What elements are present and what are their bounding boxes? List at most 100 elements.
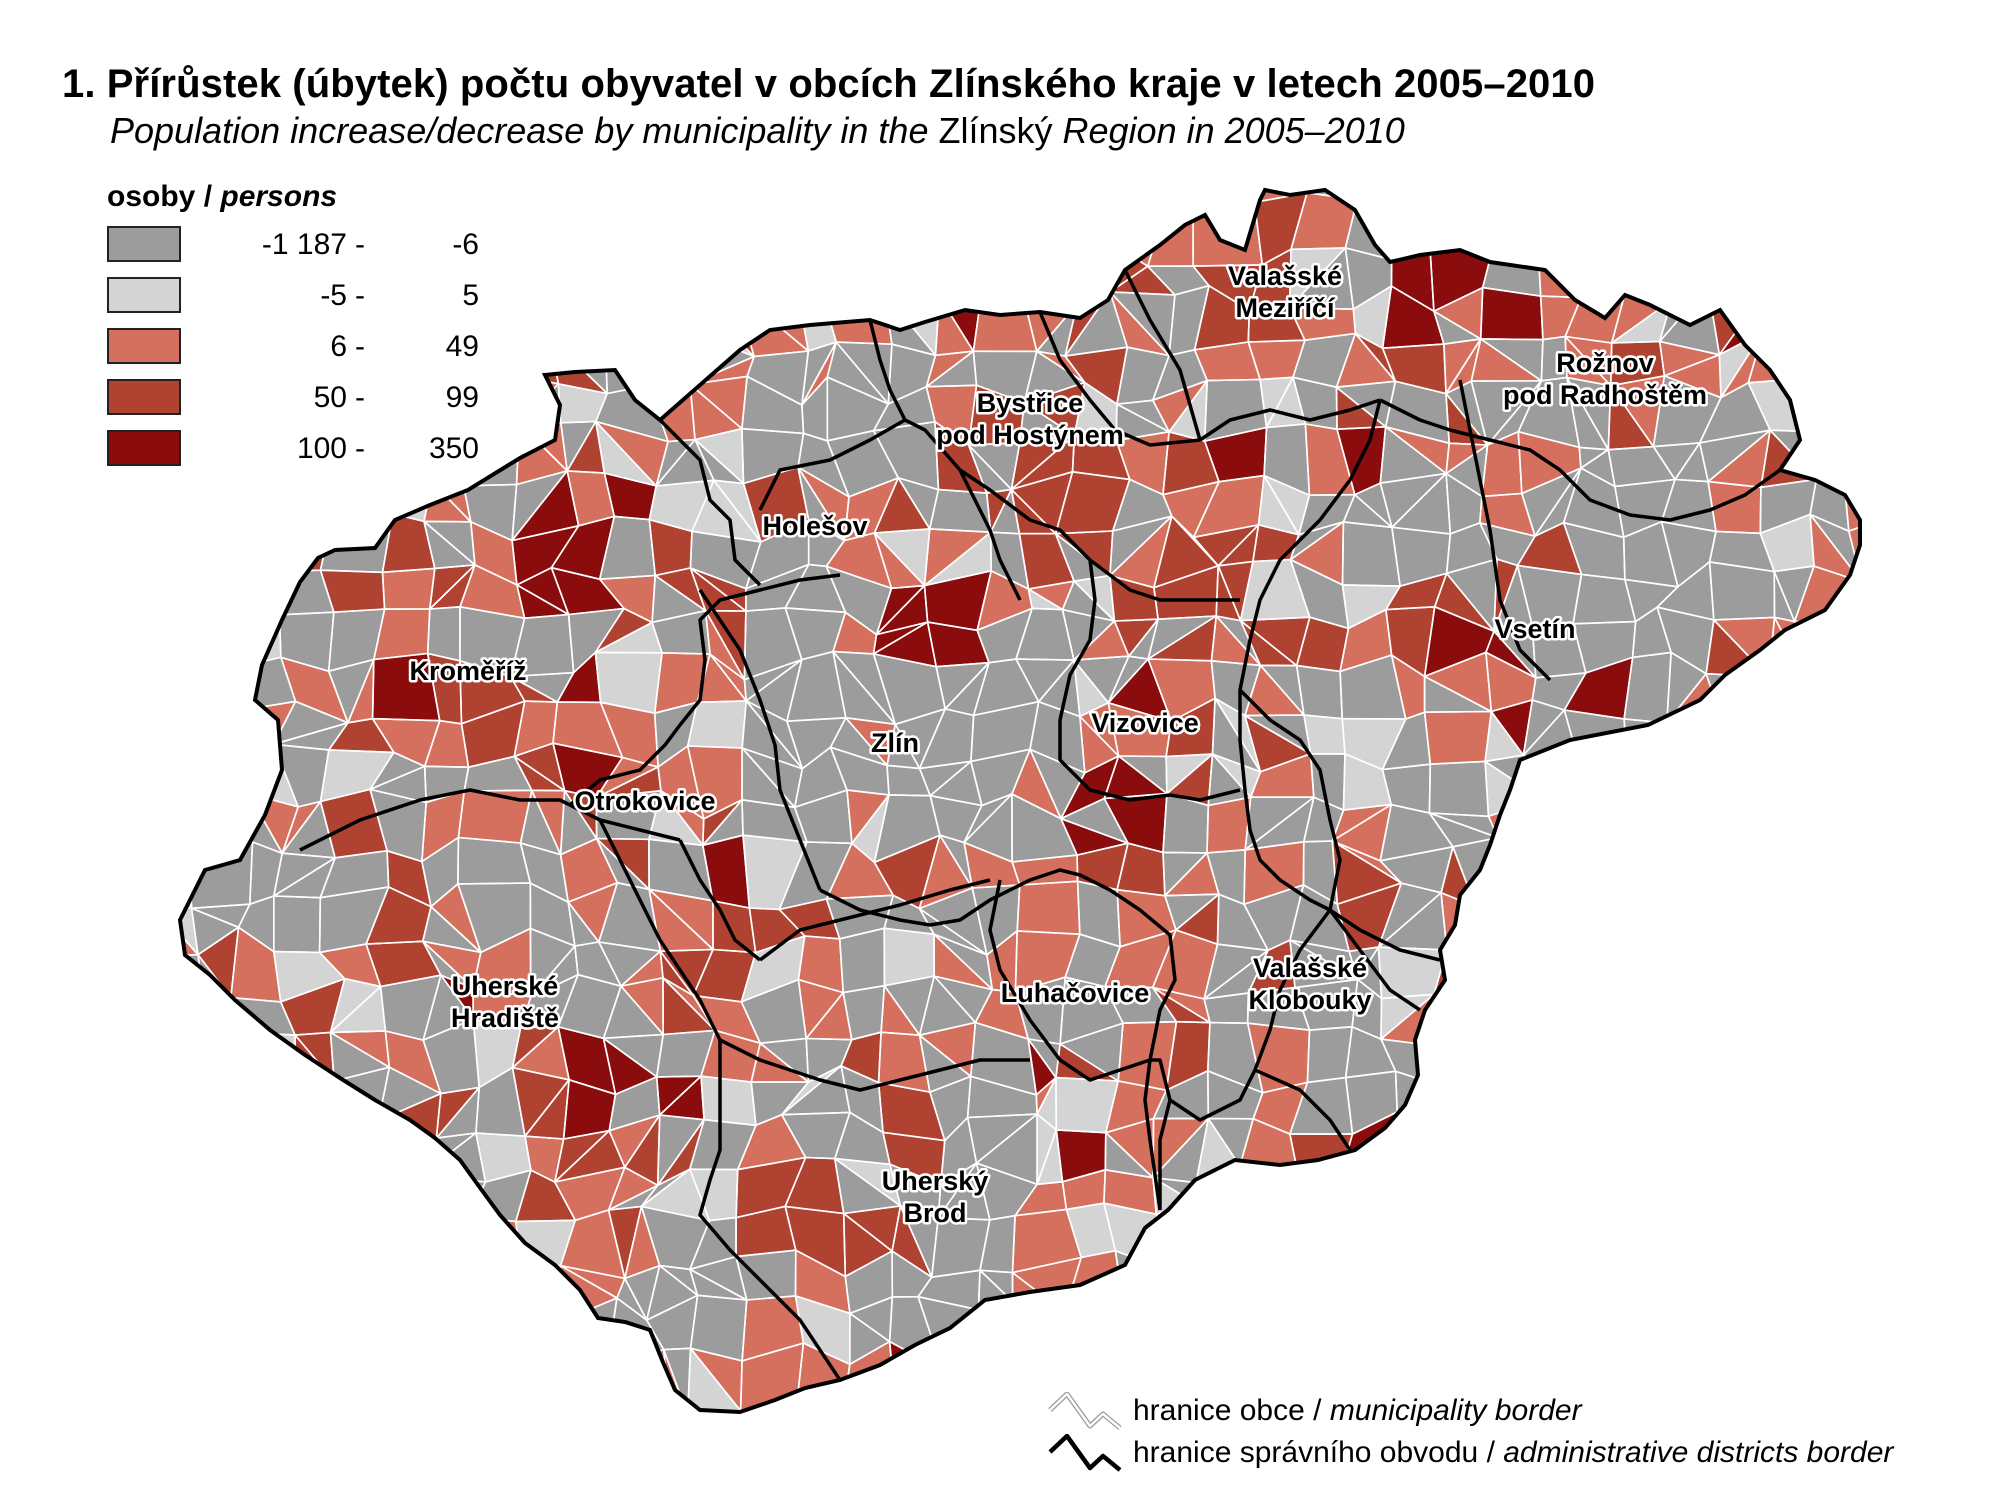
municipality-cell [466,257,516,311]
municipality-cell [597,198,666,252]
municipality-border [1795,699,1860,746]
municipality-border [609,1433,649,1481]
district-border-label: hranice správního obvodu / administrativ… [1133,1436,1894,1469]
municipality-cell [1573,574,1636,624]
municipality-border [1241,1252,1294,1317]
municipality-border [1890,252,1941,308]
municipality-cell [1212,754,1261,798]
municipality-border [1529,976,1570,1023]
municipality-cell [1945,622,2004,679]
municipality-cell [320,850,389,898]
municipality-border [1791,294,1860,358]
municipality-cell [199,484,253,542]
municipality-border [190,540,257,580]
municipality-cell [873,421,939,490]
municipality-cell [689,1119,756,1170]
municipality-cell [1654,1039,1726,1073]
municipality-cell [605,336,660,394]
municipality-cell [1077,1480,1118,1488]
municipality-border [281,1403,346,1412]
municipality-border [1570,196,1626,248]
municipality-cell [745,564,809,612]
municipality-cell [779,899,840,939]
municipality-cell [781,1112,850,1159]
municipality-cell [798,467,849,541]
municipality-cell [335,1260,387,1323]
municipality-border [510,190,575,205]
municipality-border [347,1341,396,1403]
municipality-border [180,1125,195,1178]
municipality-border [1470,190,1532,214]
municipality-cell [1357,947,1382,999]
municipality-cell [372,718,440,767]
municipality-cell [188,1126,257,1175]
municipality-cell [652,575,706,623]
municipality-cell [1079,716,1119,773]
municipality-cell [1429,244,1493,312]
municipality-cell [1711,1302,1765,1349]
municipality-cell [929,1363,981,1405]
municipality-cell [503,1312,560,1346]
municipality-border [1584,1132,1628,1185]
municipality-border [465,256,517,312]
municipality-cell [319,887,389,953]
municipality-cell [786,717,846,769]
municipality-cell [1303,715,1345,754]
municipality-border [743,203,803,260]
municipality-cell [1471,190,1531,213]
municipality-cell [241,1158,295,1221]
municipality-cell [558,383,608,423]
municipality-border [1850,1204,1860,1273]
municipality-cell [327,472,393,540]
municipality-border [1663,1066,1724,1115]
municipality-cell [331,1173,376,1232]
municipality-cell [1529,1090,1574,1136]
municipality-cell [919,976,976,1036]
municipality-cell [1246,1313,1310,1370]
municipality-cell [201,190,246,216]
municipality-cell [369,246,434,292]
municipality-cell [1166,698,1216,757]
municipality-border [379,424,433,483]
municipality-cell [697,190,748,205]
municipality-border [1338,190,1385,201]
municipality-border [1429,1221,1497,1269]
municipality-cell [1748,1302,1809,1358]
municipality-cell [1169,285,1209,356]
municipality-cell [560,838,618,903]
municipality-cell [1492,1071,1544,1122]
municipality-cell [196,1346,246,1401]
municipality-border [1791,1033,1860,1076]
municipality-cell [695,428,744,484]
municipality-border [1908,148,1947,214]
municipality-border [467,243,517,312]
municipality-cell [1391,655,1425,719]
municipality-cell [1382,712,1431,770]
municipality-cell [1484,1121,1536,1160]
municipality-border [180,793,202,851]
district-label: Vsetín [1494,614,1575,644]
municipality-cell [1792,239,1857,300]
municipality-border [828,214,887,242]
municipality-cell [1211,660,1261,716]
municipality-border [1613,928,1668,1003]
municipality-cell [1380,426,1447,484]
municipality-cell [1115,1250,1171,1317]
municipality-border [1931,887,1990,940]
municipality-cell [1838,621,1860,677]
municipality-cell [1208,754,1251,806]
municipality-cell [191,1435,257,1488]
municipality-cell [1065,934,1121,987]
municipality-border [282,1074,335,1142]
municipality-cell [180,697,186,767]
municipality-cell [255,1266,300,1321]
municipality-cell [1471,987,1530,1043]
municipality-cell [572,202,625,257]
municipality-cell [1800,1213,1860,1263]
municipality-cell [1289,307,1356,341]
municipality-cell [1027,197,1071,260]
municipality-cell [968,442,1020,490]
municipality-border [199,483,254,543]
municipality-cell [1664,354,1721,398]
municipality-cell [970,749,1030,806]
